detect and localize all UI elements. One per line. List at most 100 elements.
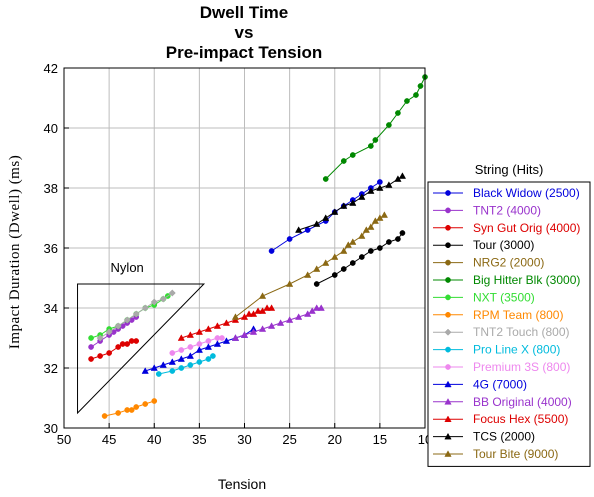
data-point	[368, 143, 374, 149]
legend-label: Black Widow (2500)	[473, 186, 580, 200]
series-14	[295, 172, 407, 233]
data-point	[267, 322, 276, 329]
legend-label: Big Hitter Blk (3000)	[473, 273, 580, 287]
x-tick-label: 40	[147, 432, 161, 447]
legend-entry: NXT (3500)	[433, 290, 535, 304]
y-axis-ticks: 30 32 34 36 38 40 42	[44, 61, 69, 436]
data-point	[150, 298, 158, 306]
data-point	[331, 272, 338, 278]
data-point	[231, 313, 240, 320]
data-point	[295, 226, 303, 233]
x-tick-label: 25	[282, 432, 296, 447]
x-tick-label: 15	[373, 432, 387, 447]
data-point	[132, 310, 140, 318]
chart-title-line: vs	[235, 23, 254, 42]
data-point	[286, 236, 293, 242]
data-point	[195, 346, 203, 353]
y-tick-label: 40	[44, 121, 58, 136]
data-point	[340, 158, 347, 164]
data-point	[358, 254, 365, 260]
data-point	[286, 280, 294, 287]
data-point	[168, 358, 176, 365]
legend-label: NXT (3500)	[473, 290, 535, 304]
data-point	[159, 361, 167, 368]
data-point	[88, 344, 94, 350]
data-point	[168, 289, 176, 297]
data-point	[386, 239, 392, 245]
series-line	[316, 232, 403, 285]
data-point	[417, 83, 424, 89]
data-point	[404, 98, 410, 104]
data-point	[205, 356, 212, 362]
data-point	[254, 307, 262, 314]
legend-entry: Big Hitter Blk (3000)	[433, 273, 580, 287]
data-point	[169, 368, 176, 374]
data-point	[213, 340, 222, 347]
data-point	[210, 353, 216, 359]
legend-entry: Premium 3S (800)	[433, 360, 570, 374]
y-tick-label: 34	[44, 301, 58, 316]
data-point	[398, 172, 407, 179]
y-tick-label: 36	[44, 241, 58, 256]
data-point	[196, 341, 203, 347]
data-point	[340, 266, 347, 272]
series-10	[169, 335, 225, 356]
series-marks	[88, 74, 428, 419]
series-2	[88, 338, 140, 362]
series-5	[322, 74, 428, 182]
data-point	[187, 344, 194, 350]
data-point	[204, 343, 213, 350]
data-point	[317, 304, 325, 311]
data-point	[222, 337, 231, 344]
x-tick-label: 50	[57, 432, 71, 447]
legend-entry: Tour (3000)	[433, 238, 534, 252]
data-point	[128, 407, 135, 413]
legend-label: Syn Gut Orig (4000)	[473, 221, 580, 235]
data-point	[331, 253, 339, 260]
data-point	[258, 292, 267, 299]
x-axis-label: Tension	[218, 476, 266, 492]
legend-swatch-marker	[445, 259, 451, 266]
legend-entry: Black Widow (2500)	[433, 186, 580, 200]
series-line	[235, 214, 385, 318]
data-point	[322, 176, 329, 182]
data-point	[286, 316, 294, 323]
data-point	[268, 248, 275, 254]
data-point	[340, 247, 348, 254]
y-tick-label: 32	[44, 361, 58, 376]
x-axis-ticks: 50 45 40 35 30 25 20 15 10	[57, 423, 432, 447]
legend-swatch-marker	[445, 207, 451, 214]
legend-swatch-marker	[445, 311, 451, 318]
legend-swatch-marker	[445, 346, 451, 353]
legend-entry: 4G (7000)	[433, 377, 527, 391]
y-tick-label: 38	[44, 181, 58, 196]
data-point	[258, 325, 267, 332]
legend-label: BB Original (4000)	[473, 395, 572, 409]
data-point	[105, 328, 113, 336]
data-point	[399, 230, 406, 236]
legend-swatch-marker	[444, 415, 452, 423]
data-point	[186, 331, 194, 338]
data-point	[380, 211, 389, 218]
data-point	[205, 338, 212, 344]
x-tick-label: 30	[237, 432, 251, 447]
legend-label: RPM Team (800)	[473, 308, 563, 322]
legend-label: TCS (2000)	[473, 430, 535, 444]
legend-label: Tour Bite (9000)	[473, 447, 558, 461]
data-point	[141, 367, 149, 374]
data-point	[222, 319, 231, 326]
data-point	[313, 220, 321, 227]
data-point	[385, 181, 393, 188]
legend-label: Tour (3000)	[473, 238, 534, 252]
data-point	[178, 365, 185, 371]
x-tick-label: 45	[102, 432, 116, 447]
legend-entry: Tour Bite (9000)	[433, 447, 558, 461]
series-15	[231, 211, 389, 320]
data-point	[115, 410, 122, 416]
data-point	[88, 356, 94, 362]
data-point	[106, 350, 112, 356]
data-point	[377, 245, 383, 251]
legend-swatch-marker	[445, 190, 451, 196]
data-point	[88, 335, 94, 341]
